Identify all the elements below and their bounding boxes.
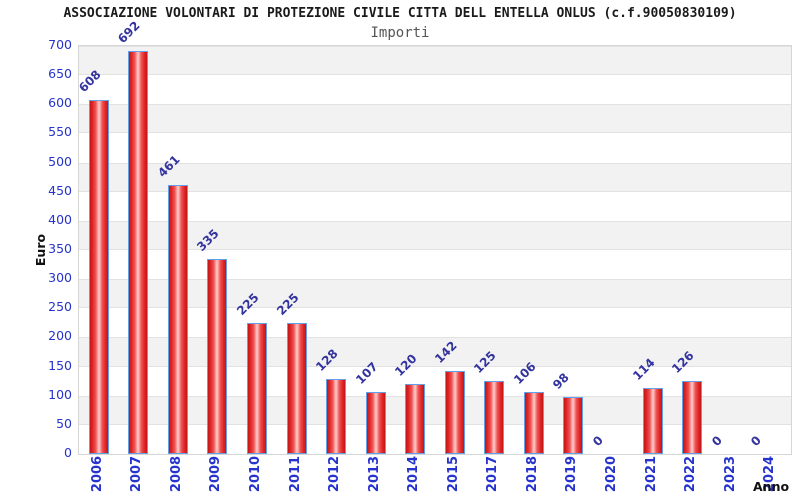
- bar: [484, 381, 505, 454]
- y-axis-tick-label: 100: [48, 386, 72, 402]
- bar: [167, 185, 188, 454]
- grid-band: [79, 75, 791, 104]
- x-axis-tick-label: 2011: [287, 455, 303, 493]
- x-axis-title: Anno: [753, 479, 790, 494]
- y-axis-tick-label: 700: [48, 37, 72, 52]
- grid-band: [79, 133, 791, 162]
- x-axis-tick-label: 2022: [683, 455, 699, 493]
- grid-band: [79, 104, 791, 134]
- grid-band: [79, 162, 791, 192]
- y-axis-tick-label: 300: [48, 270, 72, 286]
- x-axis-tick-label: 2023: [722, 455, 738, 493]
- x-axis-tick-label: 2006: [89, 455, 105, 493]
- bar: [682, 380, 703, 454]
- bar: [642, 387, 663, 454]
- grid-band: [79, 337, 791, 367]
- x-axis-tick-label: 2021: [643, 455, 659, 493]
- y-axis-tick-label: 250: [48, 299, 72, 315]
- bar: [128, 50, 149, 454]
- x-axis-tick-label: 2017: [485, 455, 501, 493]
- bar: [405, 384, 426, 454]
- y-axis-tick-label: 150: [48, 357, 72, 373]
- bar: [365, 391, 386, 454]
- x-axis-tick-label: 2010: [248, 455, 263, 493]
- x-axis-tick-label: 2019: [564, 455, 580, 493]
- x-axis-tick-label: 2007: [129, 455, 145, 493]
- x-axis-tick-label: 2013: [366, 455, 382, 493]
- x-axis-tick-label: 2020: [604, 455, 619, 493]
- bar: [326, 379, 347, 454]
- grid-band: [79, 46, 791, 76]
- grid-band: [79, 279, 791, 309]
- y-axis-tick-label: 400: [48, 211, 72, 227]
- y-axis-title: Euro: [33, 233, 48, 267]
- x-axis-tick-label: 2009: [208, 455, 224, 493]
- bar: [207, 258, 228, 454]
- x-axis-tick-label: 2012: [327, 455, 343, 493]
- y-axis-tick-label: 600: [48, 95, 72, 111]
- x-axis-tick-label: 2008: [168, 455, 184, 493]
- y-axis-tick-label: 500: [48, 153, 72, 169]
- y-axis-tick-label: 50: [56, 415, 72, 431]
- x-axis-tick-label: 2014: [406, 455, 422, 493]
- bar: [523, 392, 544, 454]
- y-axis-tick-label: 350: [48, 241, 72, 256]
- bar-value-label: 692: [115, 18, 144, 46]
- y-axis-tick-label: 0: [64, 445, 72, 460]
- bar: [286, 322, 307, 454]
- y-axis-tick-label: 550: [48, 124, 72, 140]
- y-axis-tick-label: 200: [48, 328, 72, 344]
- y-axis-tick-label: 650: [48, 66, 72, 82]
- plot-area: 608 692 461 335 225 225 128 107 120 142 125 106 98 0 1…: [76, 18, 792, 455]
- bar: [563, 396, 584, 454]
- x-axis-tick-label: 2015: [445, 455, 461, 493]
- bar: [444, 371, 465, 454]
- y-axis-tick-label: 450: [48, 182, 72, 198]
- grid-band: [79, 220, 791, 250]
- bar: [88, 99, 109, 454]
- chart-subtitle: Importi: [370, 25, 430, 41]
- grid-band: [79, 395, 791, 425]
- bar: [247, 322, 267, 454]
- chart-title: ASSOCIAZIONE VOLONTARI DI PROTEZIONE CIV…: [63, 6, 737, 21]
- x-axis-tick-label: 2018: [524, 455, 540, 493]
